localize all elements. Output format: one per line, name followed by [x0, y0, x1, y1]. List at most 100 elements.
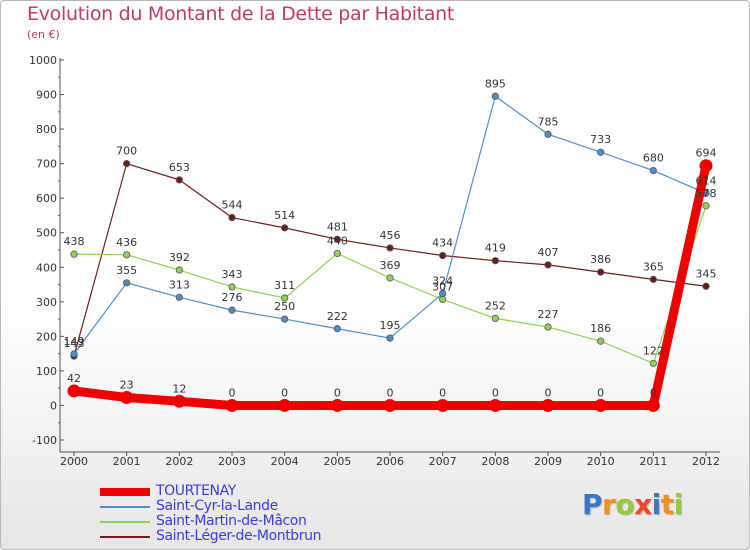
x-tick-label: 2006 — [376, 455, 404, 468]
data-point — [228, 213, 236, 222]
data-label: 544 — [222, 199, 243, 212]
data-point — [491, 314, 499, 322]
data-label: 324 — [432, 275, 453, 288]
data-point — [175, 176, 183, 184]
x-tick-label: 2000 — [60, 455, 88, 468]
data-label: 252 — [485, 299, 506, 312]
data-point — [702, 282, 710, 290]
data-label: 369 — [380, 259, 401, 272]
data-point — [649, 275, 657, 283]
data-point — [439, 251, 447, 260]
data-point — [281, 224, 289, 232]
data-point — [488, 398, 502, 412]
data-label: 250 — [274, 300, 295, 313]
data-label: 481 — [327, 220, 348, 233]
data-label: 438 — [64, 235, 85, 248]
data-label: 653 — [169, 161, 190, 174]
data-point — [386, 274, 394, 282]
data-label: 680 — [643, 152, 664, 165]
y-tick-label: 600 — [36, 192, 57, 205]
legend-swatch — [100, 506, 150, 508]
x-tick-label: 2001 — [113, 455, 141, 468]
data-point — [281, 315, 289, 323]
data-label: 440 — [327, 234, 348, 247]
x-tick-label: 2007 — [429, 455, 457, 468]
logo-letter: x — [634, 488, 652, 521]
data-point — [386, 244, 394, 252]
y-tick-label: -100 — [32, 434, 57, 447]
data-point — [70, 250, 78, 258]
data-point — [333, 235, 341, 243]
logo-letter: r — [602, 488, 616, 521]
data-label: 895 — [485, 77, 506, 90]
y-tick-label: 800 — [36, 123, 57, 136]
data-label: 0 — [597, 386, 604, 399]
data-label: 0 — [650, 386, 657, 399]
data-point — [439, 289, 447, 298]
data-point — [123, 279, 131, 287]
data-point — [175, 266, 183, 274]
data-point — [646, 398, 660, 412]
data-label: 694 — [696, 147, 717, 160]
data-point — [386, 334, 394, 342]
data-point — [649, 166, 657, 175]
legend-label: Saint-Martin-de-Mâcon — [156, 513, 307, 529]
x-tick-label: 2011 — [639, 455, 667, 468]
y-tick-label: 1000 — [29, 54, 57, 67]
chart-title: Evolution du Montant de la Dette par Hab… — [27, 3, 455, 25]
logo-letter: P — [582, 488, 603, 521]
data-point — [436, 398, 450, 412]
legend-swatch — [100, 488, 150, 496]
data-point — [702, 202, 710, 210]
data-point — [228, 306, 236, 314]
x-tick-label: 2009 — [534, 455, 562, 468]
data-label: 307 — [432, 280, 453, 293]
data-label: 0 — [492, 386, 499, 399]
data-label: 122 — [643, 344, 664, 357]
data-label: 700 — [116, 145, 137, 158]
data-label: 149 — [64, 335, 85, 348]
x-tick-label: 2005 — [323, 455, 351, 468]
data-label: 195 — [380, 319, 401, 332]
data-point — [333, 325, 341, 333]
data-point — [120, 391, 134, 405]
y-tick-label: 400 — [36, 261, 57, 274]
logo-letter: o — [615, 488, 635, 521]
data-point — [597, 337, 605, 345]
data-label: 186 — [590, 322, 611, 335]
data-point — [594, 398, 608, 412]
y-tick-label: 500 — [36, 227, 57, 240]
legend-label: Saint-Cyr-la-Lande — [156, 498, 278, 514]
data-point — [225, 398, 239, 412]
data-label: 42 — [67, 372, 81, 385]
legend-swatch — [100, 536, 150, 538]
data-point — [172, 394, 186, 408]
data-label: 386 — [590, 253, 611, 266]
x-tick-label: 2003 — [218, 455, 246, 468]
data-label: 514 — [274, 209, 295, 222]
data-label: 436 — [116, 236, 137, 249]
data-label: 614 — [696, 174, 717, 187]
data-label: 419 — [485, 242, 506, 255]
data-point — [123, 251, 131, 259]
data-point — [597, 268, 605, 276]
data-label: 0 — [281, 386, 288, 399]
proxiti-logo: Proxiti — [582, 488, 683, 521]
data-label: 407 — [538, 246, 559, 259]
data-label: 345 — [696, 267, 717, 280]
data-label: 434 — [432, 237, 453, 250]
data-point — [491, 257, 499, 265]
y-tick-label: 300 — [36, 296, 57, 309]
data-label: 0 — [387, 386, 394, 399]
x-tick-label: 2010 — [587, 455, 615, 468]
data-label: 343 — [222, 268, 243, 281]
data-point — [383, 398, 397, 412]
x-tick-label: 2012 — [692, 455, 720, 468]
data-label: 12 — [172, 382, 186, 395]
data-point — [491, 92, 499, 100]
data-label: 392 — [169, 251, 190, 264]
data-label: 733 — [590, 133, 611, 146]
data-label: 313 — [169, 278, 190, 291]
legend-swatch — [100, 521, 150, 523]
